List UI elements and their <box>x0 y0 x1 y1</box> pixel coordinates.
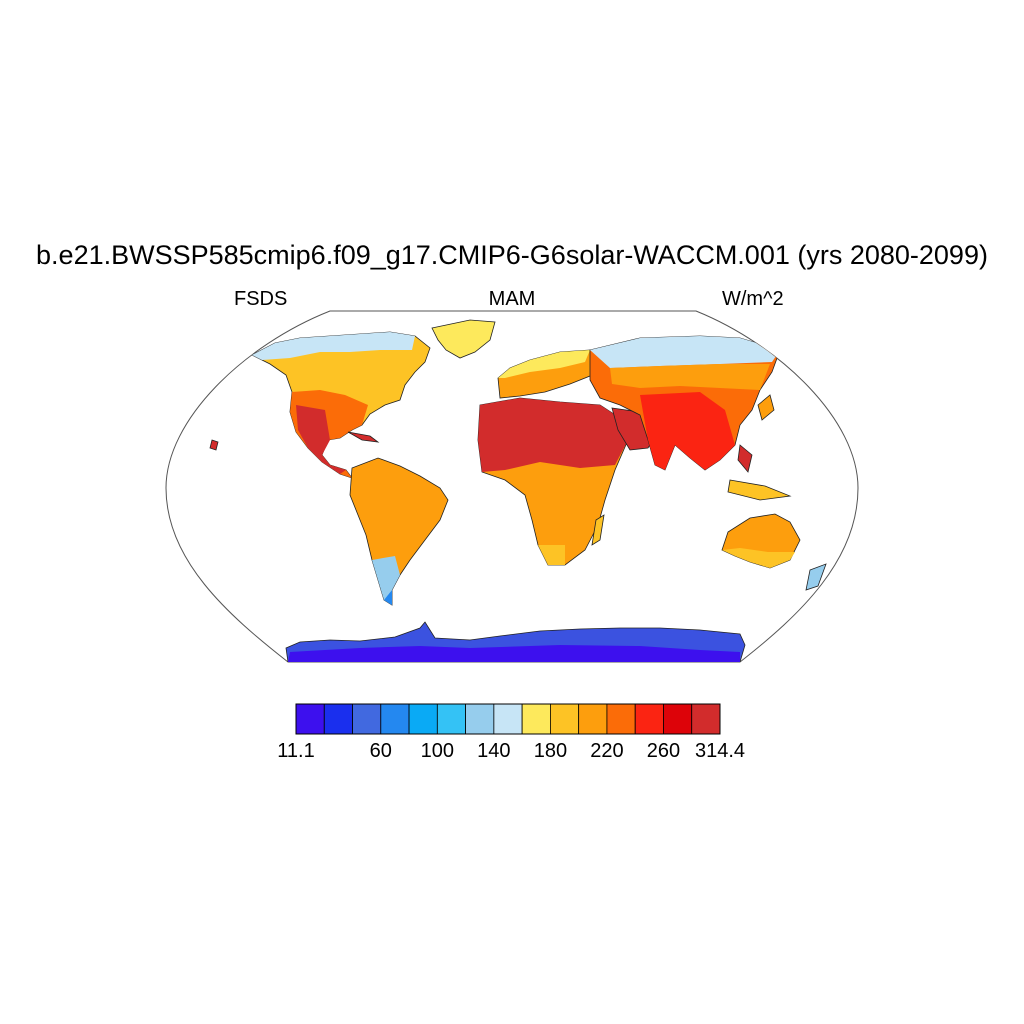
colorbar-box-14 <box>691 703 721 735</box>
colorbar-frame <box>295 703 721 735</box>
season-label: MAM <box>488 288 536 310</box>
colorbar-box-13 <box>663 703 693 735</box>
colorbar-tick-label: 220 <box>590 740 624 762</box>
colorbar-box-5 <box>436 703 467 735</box>
colorbar-tick-label: 60 <box>369 740 392 762</box>
chart-title: b.e21.BWSSP585cmip6.f09_g17.CMIP6-G6sola… <box>36 240 988 270</box>
greenland <box>431 319 496 359</box>
colorbar-box-10 <box>578 703 608 735</box>
colorbar-box-9 <box>550 703 580 735</box>
colorbar-box-8 <box>521 703 551 735</box>
colorbar <box>295 703 721 735</box>
colorbar-tick-label: 140 <box>477 740 511 762</box>
colorbar-box-7 <box>493 703 523 735</box>
colorbar-tick-label: 314.4 <box>694 740 746 762</box>
units-label: W/m^2 <box>722 288 784 310</box>
colorbar-box-2 <box>352 703 382 735</box>
colorbar-tick-label: 11.1 <box>277 740 315 762</box>
colorbar-box-11 <box>606 703 636 735</box>
colorbar-box-3 <box>380 703 410 735</box>
colorbar-box-0 <box>295 703 325 735</box>
colorbar-tick-label: 260 <box>646 740 681 762</box>
colorbar-box-6 <box>465 703 495 735</box>
variable-label: FSDS <box>234 288 288 310</box>
colorbar-box-1 <box>323 703 353 735</box>
colorbar-tick-label: 180 <box>533 740 568 762</box>
colorbar-tick-label: 100 <box>420 740 455 762</box>
colorbar-box-4 <box>408 703 438 735</box>
colorbar-box-12 <box>634 703 664 735</box>
